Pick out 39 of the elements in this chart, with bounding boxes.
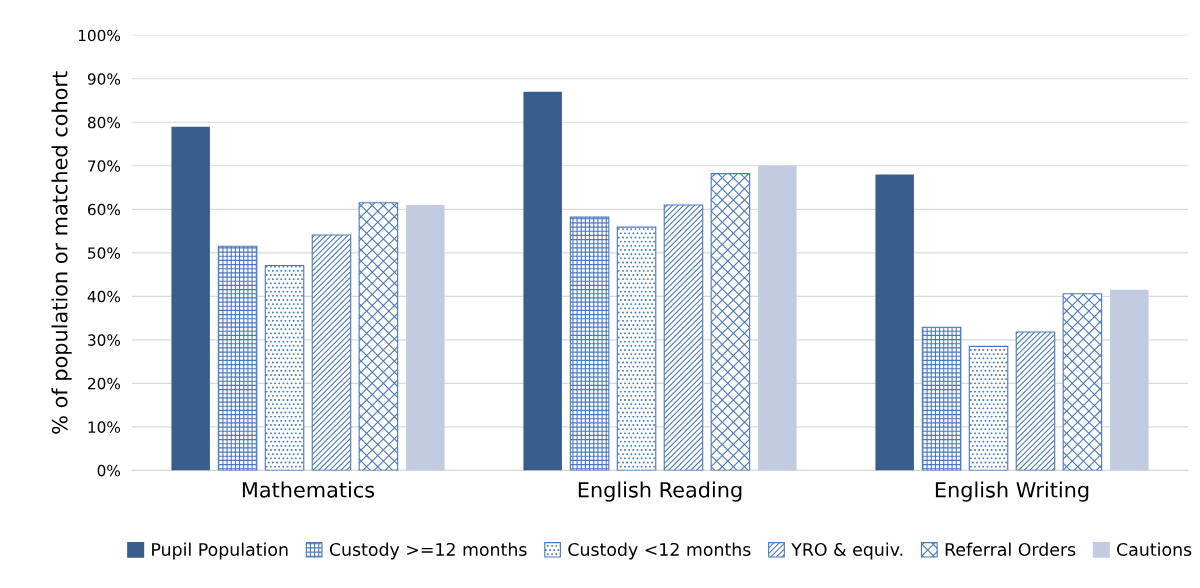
bar bbox=[358, 202, 399, 471]
legend-label: Custody <12 months bbox=[568, 542, 751, 560]
y-tick-label: 40% bbox=[87, 290, 121, 303]
bar bbox=[921, 326, 962, 471]
x-tick-label: English Reading bbox=[578, 481, 742, 502]
legend-label: Pupil Population bbox=[152, 542, 288, 560]
y-tick-label: 100% bbox=[78, 29, 121, 42]
y-tick-label: 70% bbox=[88, 160, 121, 172]
bar bbox=[616, 226, 657, 471]
bar bbox=[171, 126, 210, 471]
bar bbox=[406, 204, 445, 471]
bar bbox=[523, 91, 562, 471]
y-tick-label: 60% bbox=[88, 203, 121, 216]
bar bbox=[968, 345, 1009, 471]
y-tick-label: 90% bbox=[87, 73, 121, 85]
bar bbox=[1062, 293, 1103, 471]
y-tick-label: 30% bbox=[88, 334, 121, 346]
bar bbox=[569, 216, 610, 471]
y-tick-label: 20% bbox=[88, 377, 121, 390]
bar bbox=[710, 173, 751, 471]
legend-label: Referral Orders bbox=[945, 542, 1076, 557]
bar bbox=[217, 245, 258, 471]
bar bbox=[1110, 289, 1149, 471]
bar bbox=[875, 174, 914, 471]
bar bbox=[311, 234, 352, 471]
x-tick-label: English Writing bbox=[935, 481, 1089, 502]
bar bbox=[1015, 331, 1056, 471]
y-tick-label: 50% bbox=[88, 247, 121, 259]
x-tick-label: Mathematics bbox=[242, 481, 375, 498]
legend-label: Cautions bbox=[1117, 542, 1192, 557]
legend-label: Custody >=12 months bbox=[329, 542, 527, 560]
bar bbox=[758, 165, 797, 471]
y-tick-label: 80% bbox=[87, 116, 121, 129]
bar bbox=[663, 204, 704, 471]
y-tick-label: 10% bbox=[88, 421, 121, 433]
y-tick-label: 0% bbox=[97, 464, 121, 477]
legend-label: YRO & equiv. bbox=[791, 542, 903, 560]
y-axis-title: % of population or matched cohort bbox=[51, 71, 72, 434]
bar bbox=[264, 264, 305, 471]
